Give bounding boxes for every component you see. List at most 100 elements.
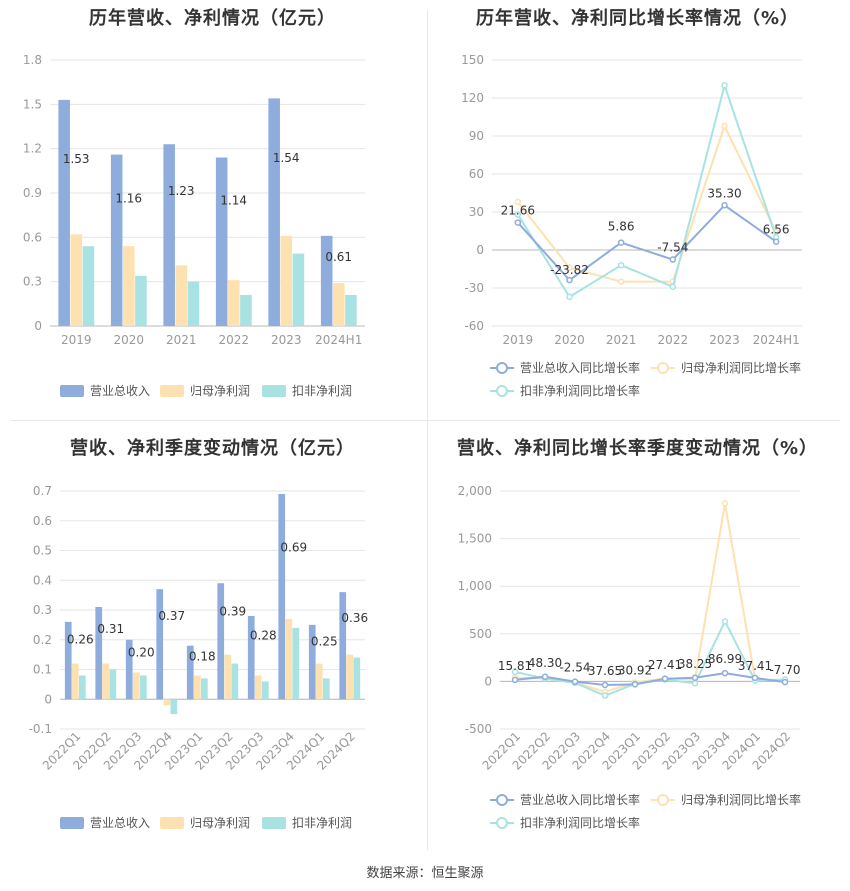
y-tick-label: 0.3 bbox=[23, 275, 42, 289]
y-tick-label: 0.2 bbox=[33, 633, 52, 647]
legend-swatch bbox=[160, 385, 184, 397]
y-tick-label: 0.3 bbox=[33, 603, 52, 617]
bar-net-profit bbox=[228, 280, 240, 326]
bar-deducted-profit bbox=[322, 678, 330, 700]
y-tick-label: -60 bbox=[464, 319, 484, 333]
data-point bbox=[721, 122, 728, 130]
legend-label: 营业总收入 bbox=[90, 816, 150, 830]
data-point bbox=[691, 674, 699, 682]
bar-deducted-profit bbox=[82, 246, 95, 326]
y-tick-label: 0.1 bbox=[33, 663, 52, 677]
bar-deducted-profit bbox=[135, 275, 147, 326]
bar-deducted-profit bbox=[78, 675, 86, 700]
data-point bbox=[691, 680, 699, 687]
y-tick-label: 150 bbox=[461, 53, 484, 67]
y-tick-label: 1.8 bbox=[23, 53, 42, 67]
data-point bbox=[669, 256, 677, 263]
y-tick-label: 30 bbox=[469, 205, 484, 219]
data-label: 37.41 bbox=[738, 659, 772, 673]
bar-revenue bbox=[217, 583, 225, 700]
bar-revenue bbox=[125, 639, 133, 700]
data-point bbox=[617, 239, 625, 246]
x-tick-label: 2022 bbox=[658, 333, 689, 347]
legend-label: 归母净利润同比增长率 bbox=[681, 360, 801, 375]
data-source-note: 数据来源：恒生聚源 bbox=[366, 866, 484, 881]
x-tick-label: 2019 bbox=[61, 333, 92, 347]
data-point bbox=[721, 618, 729, 625]
bar-revenue bbox=[64, 621, 72, 700]
data-label: -7.54 bbox=[657, 241, 688, 255]
data-label: 0.31 bbox=[97, 622, 124, 636]
bar-net-profit bbox=[102, 663, 110, 700]
chart-title: 历年营收、净利同比增长率情况（%） bbox=[475, 8, 800, 29]
y-tick-label: 0.7 bbox=[33, 484, 52, 498]
bar-revenue bbox=[339, 592, 347, 700]
annual-bar-chart: 0 0.3 0.6 0.9 1.2 1.5 1.8 1.53 1.16 1.23 1.14 1.54 0… bbox=[23, 53, 365, 398]
legend-label: 营业总收入同比增长率 bbox=[520, 360, 640, 375]
legend-marker bbox=[496, 817, 508, 829]
y-tick-label: 0.9 bbox=[23, 186, 42, 200]
data-label: -23.82 bbox=[550, 263, 589, 277]
data-point bbox=[566, 264, 573, 271]
chart-title: 营收、净利季度变动情况（亿元） bbox=[70, 438, 355, 459]
data-label: -2.54 bbox=[559, 661, 590, 675]
x-tick-label: 2021 bbox=[606, 333, 637, 347]
bar-net-profit bbox=[71, 663, 79, 700]
data-point bbox=[511, 676, 519, 684]
data-label: 0.18 bbox=[189, 650, 216, 664]
panel-quarterly-growth: 营收、净利同比增长率季度变动情况（%） -500 0 500 1,000 1,500 2,… bbox=[425, 420, 850, 860]
bar-net-profit bbox=[254, 675, 262, 700]
bar-net-profit bbox=[175, 265, 188, 326]
legend-label: 归母净利润 bbox=[190, 816, 250, 830]
panel-annual-revenue: 历年营收、净利情况（亿元） 0 0.3 0.6 0.9 1.2 1.5 1.8 1.53 1.1… bbox=[0, 0, 425, 420]
legend-swatch bbox=[160, 817, 184, 829]
data-point bbox=[514, 198, 522, 206]
data-label: 48.30 bbox=[528, 656, 562, 670]
legend-swatch bbox=[60, 385, 84, 397]
data-point bbox=[571, 678, 579, 685]
data-point bbox=[511, 668, 519, 676]
data-point bbox=[721, 82, 728, 89]
legend-label: 扣非净利润同比增长率 bbox=[520, 383, 640, 398]
data-point bbox=[781, 678, 789, 686]
x-tick-label: 2021 bbox=[166, 333, 197, 347]
data-point bbox=[721, 669, 729, 677]
data-point bbox=[772, 238, 780, 245]
bar-revenue bbox=[320, 235, 333, 326]
y-tick-label: 0.4 bbox=[33, 573, 52, 587]
bar-deducted-profit bbox=[109, 669, 117, 700]
data-point bbox=[721, 202, 728, 209]
y-tick-label: 2,000 bbox=[458, 484, 492, 498]
bar-revenue bbox=[110, 154, 123, 326]
data-label: 1.54 bbox=[273, 151, 300, 165]
data-label: 86.99 bbox=[708, 652, 742, 666]
panel-quarterly-revenue: 营收、净利季度变动情况（亿元） -0.1 0 0.1 0.2 0.3 0.4 0.5 0.6 0… bbox=[0, 420, 425, 860]
legend-marker bbox=[496, 362, 508, 374]
bar-net-profit bbox=[70, 234, 83, 326]
bar-net-profit bbox=[280, 235, 293, 326]
y-tick-label: 90 bbox=[469, 129, 484, 143]
x-tick-label: 2022 bbox=[218, 333, 249, 347]
data-point bbox=[631, 681, 639, 688]
legend-label: 归母净利润同比增长率 bbox=[681, 792, 801, 807]
x-tick-label: 2019 bbox=[503, 333, 534, 347]
series-line-deducted-profit-growth bbox=[516, 81, 778, 299]
bar-deducted-profit bbox=[345, 294, 357, 326]
data-label: 37.65 bbox=[588, 664, 622, 678]
vertical-divider bbox=[427, 10, 428, 850]
bar-net-profit bbox=[123, 246, 135, 326]
bar-deducted-profit bbox=[187, 281, 200, 326]
x-tick-label: 2020 bbox=[113, 333, 144, 347]
bar-deducted-profit bbox=[353, 657, 361, 700]
data-point bbox=[514, 219, 522, 226]
data-label: 0.36 bbox=[341, 611, 368, 625]
data-label: 1.53 bbox=[63, 152, 90, 166]
bar-deducted-profit bbox=[231, 663, 239, 700]
bar-revenue bbox=[156, 589, 164, 700]
bar-revenue bbox=[58, 99, 70, 327]
data-label: 0.69 bbox=[280, 540, 307, 554]
data-label: 21.66 bbox=[501, 204, 535, 218]
bar-net-profit bbox=[285, 618, 293, 700]
bar-revenue bbox=[95, 607, 103, 700]
data-label: 38.25 bbox=[678, 657, 712, 671]
